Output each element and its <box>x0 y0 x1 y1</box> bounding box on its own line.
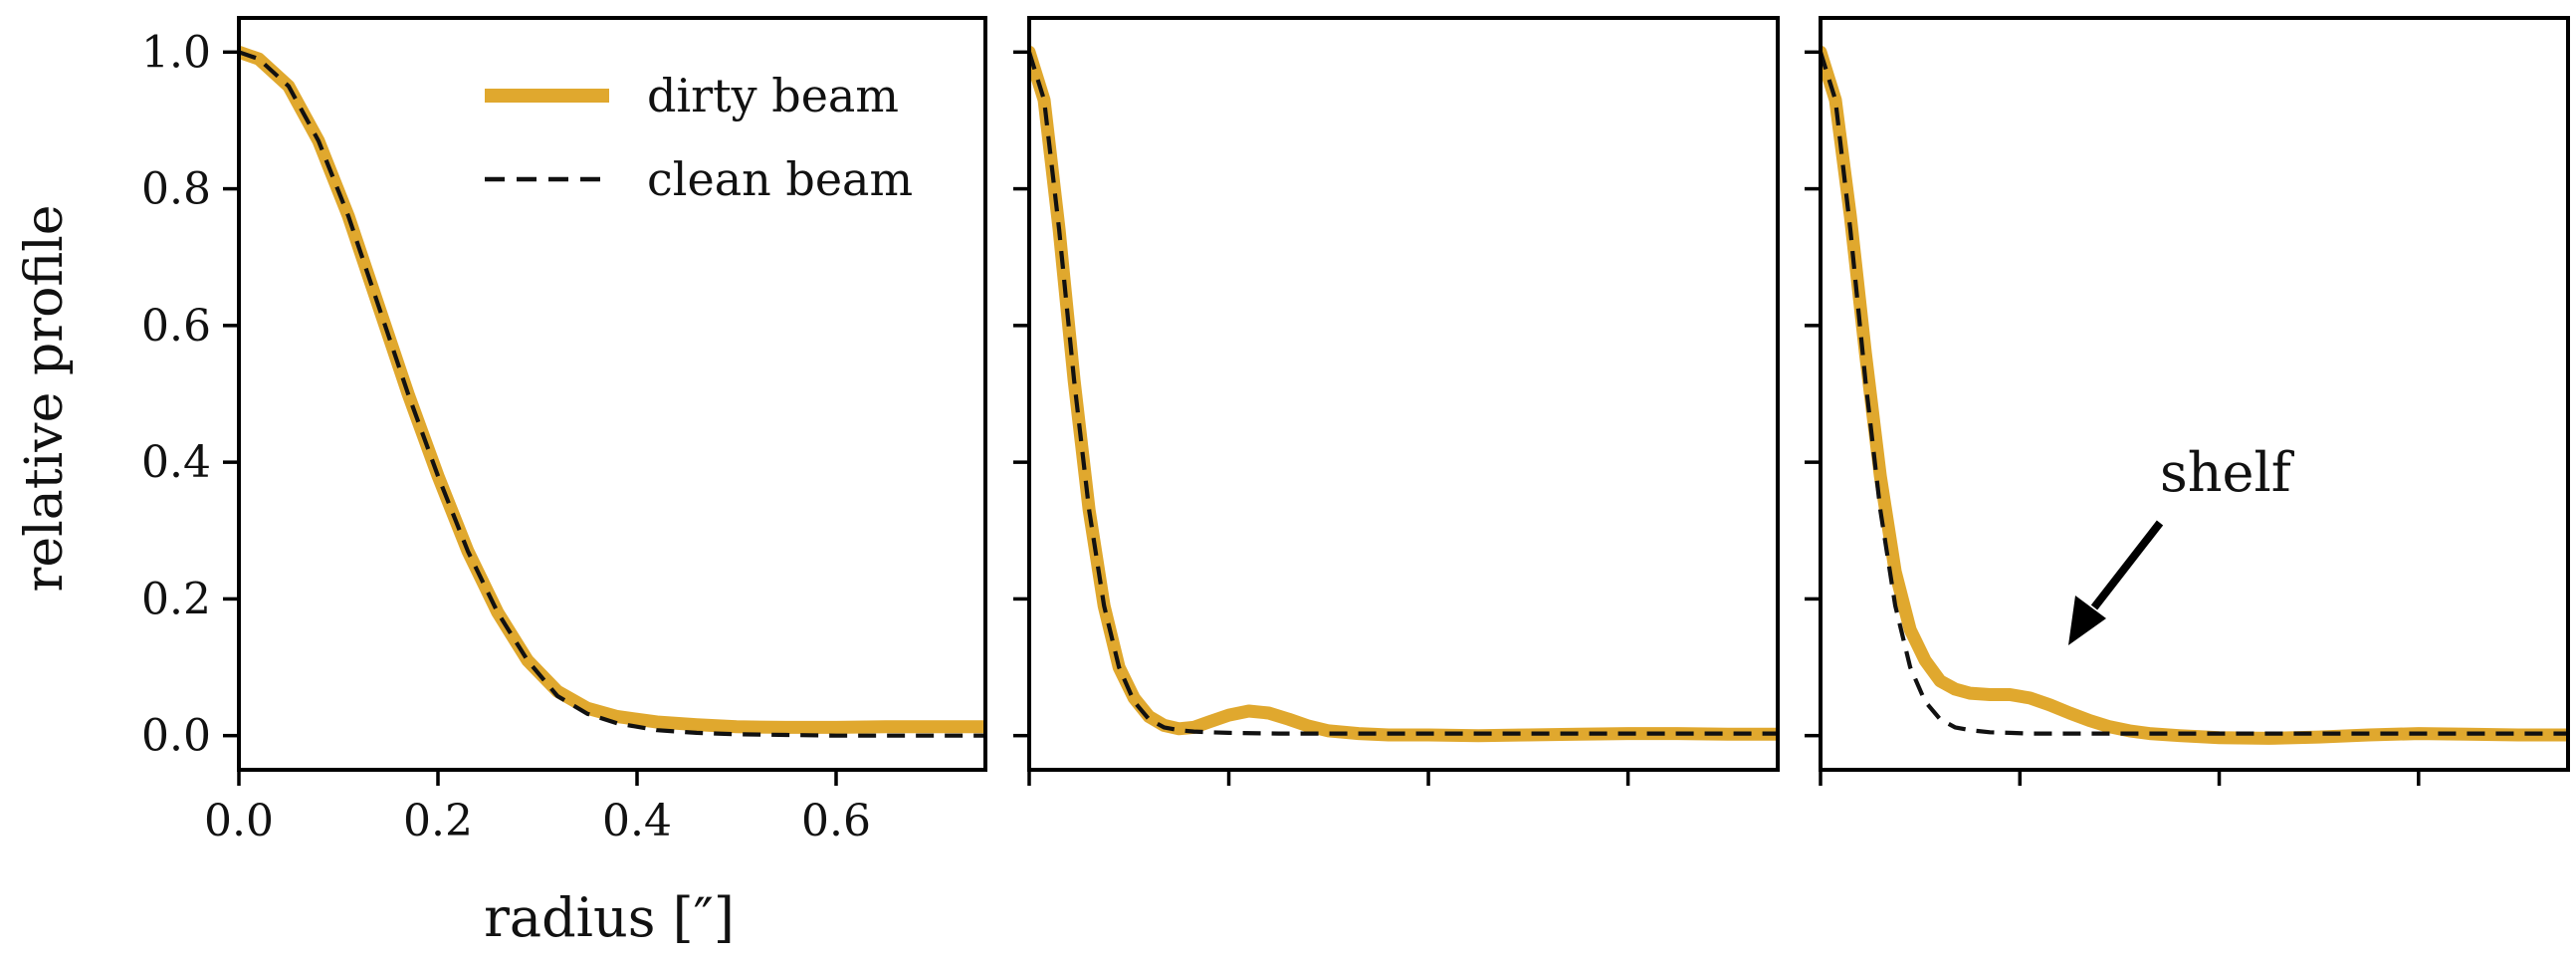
clean-beam-line-panel-1 <box>239 50 985 738</box>
y-tick-label: 0.4 <box>141 437 211 488</box>
y-tick-label: 0.0 <box>141 711 211 762</box>
panel-1-frame <box>237 16 987 772</box>
x-tick-label: 0.2 <box>403 796 473 846</box>
x-tick-label: 0.4 <box>602 796 672 846</box>
x-tick-label: 0.6 <box>801 796 871 846</box>
panel-1: 0.0 0.2 0.4 0.6 0.0 0.2 0.4 0.6 0.8 1.0 <box>141 16 987 846</box>
legend: dirty beam clean beam <box>485 69 913 206</box>
panel-1-series <box>239 45 985 738</box>
legend-dirty-label: dirty beam <box>647 69 899 122</box>
dirty-beam-line-panel-3 <box>1821 45 2568 745</box>
panels-group: 0.0 0.2 0.4 0.6 0.0 0.2 0.4 0.6 0.8 1.0 <box>141 16 2570 846</box>
shelf-arrow-shaft <box>2090 520 2164 610</box>
panel-2-frame <box>1027 16 1780 772</box>
y-axis-label: relative profile <box>15 204 75 592</box>
x-axis-label: radius [″] <box>484 886 735 949</box>
panel-3-series <box>1821 45 2568 745</box>
panel-2 <box>1013 16 1780 786</box>
shelf-arrow-head <box>2068 596 2106 645</box>
panel-2-series <box>1029 45 1778 743</box>
panel-3-frame <box>1819 16 2570 772</box>
panel-3 <box>1805 16 2570 786</box>
y-tick-label: 0.6 <box>141 301 211 352</box>
y-tick-label: 1.0 <box>141 27 211 78</box>
y-tick-label: 0.8 <box>141 164 211 215</box>
dirty-beam-line-panel-2 <box>1029 45 1778 743</box>
x-tick-label: 0.0 <box>204 796 274 846</box>
clean-beam-line-panel-2 <box>1029 51 1778 736</box>
y-tick-label: 0.2 <box>141 574 211 624</box>
shelf-annotation: shelf <box>2068 441 2295 645</box>
shelf-annotation-text: shelf <box>2160 441 2295 504</box>
legend-clean-label: clean beam <box>647 152 913 206</box>
clean-beam-line-panel-3 <box>1821 51 2568 736</box>
